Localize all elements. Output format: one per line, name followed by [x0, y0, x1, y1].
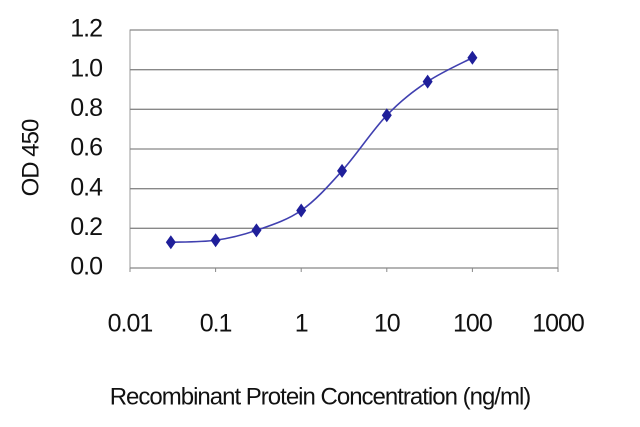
data-point — [337, 163, 348, 178]
y-tick-label: 0.4 — [70, 173, 103, 201]
x-tick-label: 100 — [453, 310, 492, 338]
x-tick-label: 0.01 — [108, 310, 153, 338]
data-point — [165, 235, 176, 250]
y-tick-label: 1.2 — [70, 15, 102, 43]
x-tick-label: 10 — [374, 310, 400, 338]
y-tick-label: 0.6 — [70, 134, 102, 162]
data-point — [381, 108, 392, 123]
x-tick-label: 1 — [295, 310, 308, 338]
data-point — [467, 50, 478, 65]
data-point — [422, 74, 433, 89]
y-axis-label: OD 450 — [17, 119, 44, 196]
x-tick-label: 0.1 — [200, 310, 232, 338]
data-point — [210, 233, 221, 248]
x-axis-label: Recombinant Protein Concentration (ng/ml… — [110, 383, 531, 410]
y-tick-label: 1.0 — [70, 54, 102, 82]
data-point — [296, 203, 307, 218]
y-tick-label: 0.2 — [70, 213, 102, 241]
data-point — [251, 223, 262, 238]
y-tick-label: 0.8 — [70, 94, 102, 122]
y-tick-label: 0.0 — [70, 253, 102, 281]
x-tick-label: 1000 — [532, 310, 584, 338]
